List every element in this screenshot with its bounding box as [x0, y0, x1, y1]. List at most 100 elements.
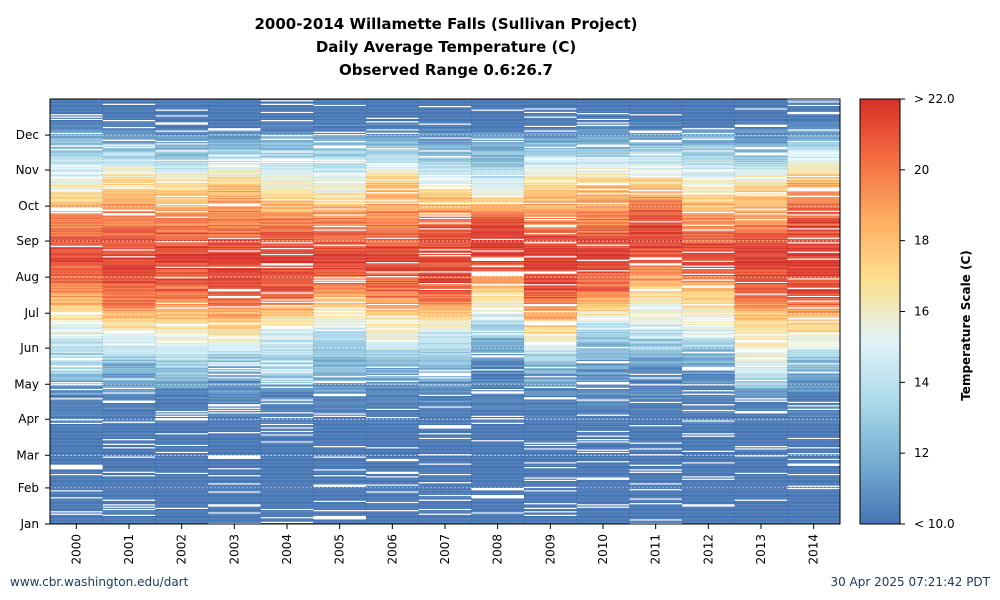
heatmap-cell [102, 137, 156, 139]
heatmap-cell [102, 354, 156, 356]
heatmap-cell [50, 175, 103, 178]
heatmap-cell [155, 186, 209, 188]
heatmap-cell [418, 451, 472, 454]
heatmap-cell [260, 376, 314, 378]
heatmap-cell [734, 328, 788, 330]
heatmap-cell [260, 328, 314, 330]
heatmap-cell [260, 137, 314, 139]
heatmap-cell [629, 394, 683, 396]
heatmap-cell [576, 178, 630, 180]
heatmap-cell [734, 234, 788, 236]
heatmap-cell [524, 456, 577, 458]
heatmap-cell [366, 359, 419, 362]
heatmap-cell [208, 411, 261, 413]
heatmap-cell [734, 429, 788, 431]
heatmap-cell [155, 211, 209, 214]
heatmap-cell [313, 436, 367, 438]
heatmap-cell [366, 257, 419, 259]
heatmap-cell [260, 217, 314, 219]
heatmap-cell [418, 139, 472, 141]
heatmap-cell [208, 302, 261, 304]
heatmap-cell [155, 164, 209, 166]
heatmap-cell [418, 476, 472, 478]
heatmap-cell [629, 350, 683, 352]
heatmap-cell [102, 156, 156, 158]
heatmap-cell [366, 238, 419, 240]
heatmap-cell [471, 161, 525, 164]
heatmap-cell [629, 412, 683, 414]
heatmap-cell [260, 260, 314, 263]
heatmap-cell [682, 289, 735, 292]
heatmap-cell [524, 415, 577, 417]
heatmap-cell [629, 277, 683, 279]
heatmap-cell [734, 415, 788, 417]
heatmap-cell [50, 381, 103, 384]
heatmap-cell [682, 105, 735, 108]
heatmap-cell [155, 358, 209, 360]
heatmap-cell [366, 358, 419, 360]
heatmap-cell [576, 301, 630, 303]
heatmap-cell [260, 349, 314, 351]
heatmap-cell [576, 211, 630, 214]
heatmap-cell [50, 342, 103, 344]
heatmap-cell [418, 188, 472, 190]
heatmap-cell [155, 188, 209, 190]
heatmap-cell [366, 116, 419, 118]
heatmap-cell [524, 111, 577, 114]
heatmap-cell [471, 404, 525, 406]
heatmap-cell [313, 289, 367, 292]
heatmap-cell [208, 426, 261, 428]
heatmap-cell [418, 239, 472, 242]
heatmap-cell [418, 336, 472, 338]
heatmap-cell [366, 221, 419, 223]
heatmap-cell [682, 470, 735, 472]
heatmap-cell [50, 111, 103, 114]
heatmap-cell [260, 163, 314, 165]
heatmap-cell [734, 356, 788, 358]
heatmap-cell [734, 433, 788, 435]
heatmap-cell [50, 305, 103, 307]
heatmap-cell [208, 364, 261, 366]
heatmap-cell [366, 168, 419, 171]
heatmap-cell [366, 164, 419, 166]
heatmap-cell [260, 519, 314, 521]
heatmap-cell [102, 237, 156, 239]
heatmap-cell [102, 196, 156, 199]
heatmap-cell [208, 266, 261, 268]
heatmap-cell [576, 514, 630, 516]
heatmap-cell [260, 400, 314, 402]
heatmap-cell [576, 485, 630, 487]
heatmap-cell [734, 341, 788, 343]
heatmap-cell [576, 140, 630, 143]
heatmap-cell [366, 334, 419, 336]
heatmap-cell [50, 314, 103, 316]
heatmap-cell [50, 457, 103, 459]
heatmap-cell [50, 420, 103, 422]
heatmap-cell [471, 288, 525, 290]
heatmap-cell [471, 239, 525, 242]
heatmap-cell [734, 345, 788, 348]
heatmap-cell [524, 309, 577, 311]
heatmap-cell [208, 521, 261, 523]
heatmap-cell [524, 174, 577, 176]
heatmap-cell [524, 393, 577, 395]
heatmap-cell [366, 262, 419, 264]
heatmap-cell [366, 482, 419, 484]
heatmap-cell [50, 209, 103, 211]
heatmap-cell [629, 263, 683, 265]
heatmap-cell [313, 459, 367, 462]
heatmap-cell [682, 264, 735, 266]
heatmap-cell [155, 468, 209, 470]
heatmap-cell [471, 194, 525, 196]
heatmap-cell [155, 472, 209, 474]
heatmap-cell [524, 164, 577, 166]
heatmap-cell [260, 413, 314, 415]
heatmap-cell [576, 281, 630, 284]
heatmap-cell [576, 515, 630, 518]
heatmap-cell [576, 223, 630, 225]
heatmap-cell [260, 391, 314, 393]
heatmap-cell [260, 441, 314, 443]
heatmap-cell [313, 160, 367, 162]
heatmap-cell [50, 278, 103, 280]
heatmap-cell [208, 249, 261, 251]
